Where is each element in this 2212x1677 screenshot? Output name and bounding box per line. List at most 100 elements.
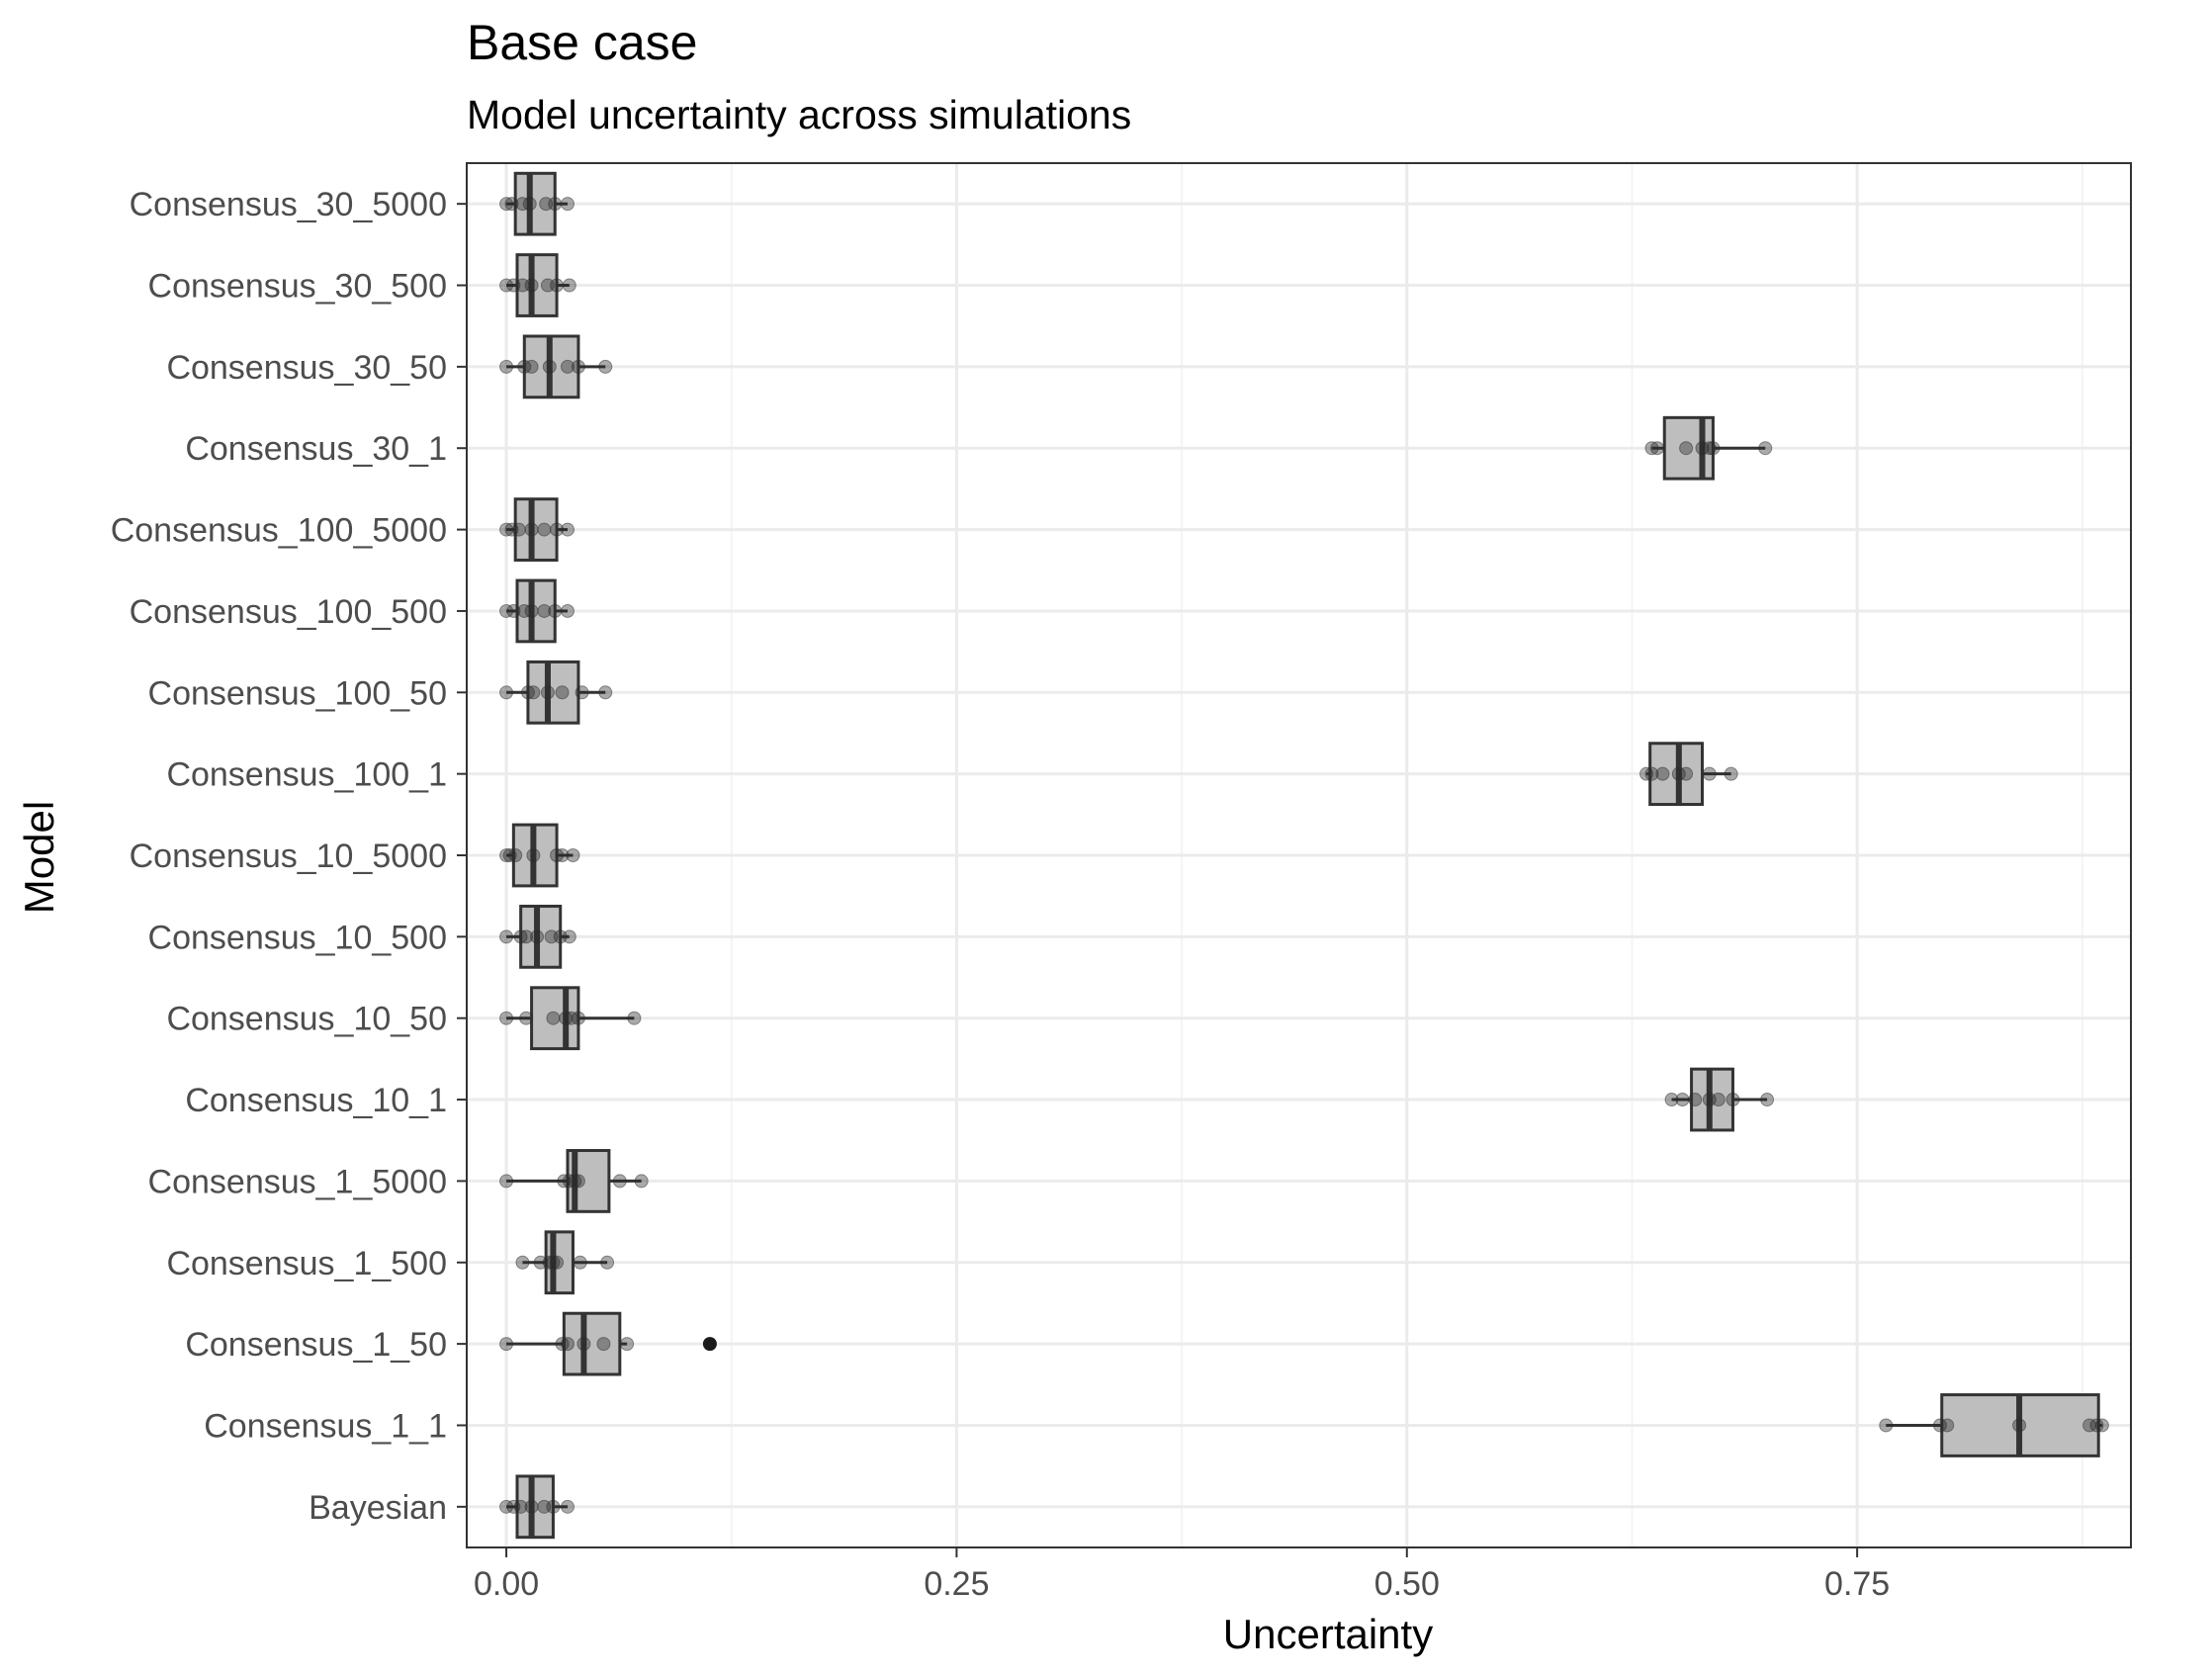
box-group xyxy=(499,986,642,1051)
data-point xyxy=(546,1499,561,1514)
data-point xyxy=(550,278,565,293)
data-point xyxy=(524,522,539,537)
box-group xyxy=(499,823,580,888)
data-point xyxy=(550,522,565,537)
data-point xyxy=(1702,766,1717,781)
box xyxy=(526,660,580,725)
data-point xyxy=(1695,441,1710,456)
data-point xyxy=(542,1255,557,1270)
y-tick-label: Consensus_30_50 xyxy=(166,349,447,387)
data-point xyxy=(522,197,537,212)
x-axis-title: Uncertainty xyxy=(1223,1611,1433,1657)
data-point xyxy=(561,1337,575,1352)
box-group xyxy=(515,1230,615,1295)
data-point xyxy=(596,1337,611,1352)
x-tick-label: 0.00 xyxy=(474,1565,539,1603)
data-point xyxy=(561,603,575,618)
y-tick-label: Consensus_100_50 xyxy=(148,674,447,712)
data-point xyxy=(519,1011,534,1025)
data-point xyxy=(1758,441,1773,456)
data-point xyxy=(499,278,514,293)
box-group xyxy=(499,497,575,562)
data-point xyxy=(517,359,532,374)
data-point xyxy=(561,522,575,537)
data-point xyxy=(561,1499,575,1514)
data-point xyxy=(571,359,585,374)
data-point xyxy=(506,1499,521,1514)
data-point xyxy=(571,1011,585,1025)
data-point xyxy=(1879,1418,1894,1433)
data-point xyxy=(515,1255,530,1270)
data-point xyxy=(542,359,557,374)
y-tick-label: Consensus_30_5000 xyxy=(130,186,447,223)
y-tick-label: Consensus_1_500 xyxy=(166,1245,447,1282)
data-point xyxy=(620,1337,635,1352)
data-point xyxy=(1932,1418,1947,1433)
data-point xyxy=(499,1174,514,1189)
box-group xyxy=(1664,1067,1775,1132)
data-point xyxy=(2012,1418,2027,1433)
y-tick-label: Consensus_10_5000 xyxy=(130,838,447,875)
y-tick-label: Consensus_10_1 xyxy=(185,1082,447,1119)
data-point xyxy=(1702,441,1717,456)
x-tick-label: 0.50 xyxy=(1374,1565,1440,1603)
y-tick-label: Consensus_100_500 xyxy=(130,593,447,631)
data-point xyxy=(571,1174,585,1189)
x-axis: 0.00 0.25 0.50 0.75 xyxy=(474,1547,1890,1603)
data-point xyxy=(561,197,575,212)
data-point xyxy=(598,359,613,374)
data-point xyxy=(524,278,539,293)
data-point xyxy=(537,522,552,537)
data-point xyxy=(537,603,552,618)
data-point xyxy=(530,929,545,944)
data-point xyxy=(1688,1093,1703,1107)
chart-title: Base case xyxy=(467,15,697,70)
data-point xyxy=(627,1011,642,1025)
data-point xyxy=(504,522,519,537)
box xyxy=(515,1474,555,1540)
data-point xyxy=(524,359,539,374)
data-point xyxy=(506,603,521,618)
data-point xyxy=(526,685,541,700)
data-point xyxy=(1655,766,1670,781)
box-group xyxy=(1879,1393,2109,1457)
data-point xyxy=(517,603,532,618)
box-group xyxy=(499,578,575,644)
data-point xyxy=(600,1255,615,1270)
data-point xyxy=(499,1011,514,1025)
data-point xyxy=(504,197,519,212)
data-point xyxy=(550,848,565,862)
chart-subtitle: Model uncertainty across simulations xyxy=(467,92,1131,137)
data-point xyxy=(2089,1418,2104,1433)
y-tick-label: Consensus_100_5000 xyxy=(111,512,447,550)
data-point xyxy=(1711,1093,1725,1107)
data-point xyxy=(508,848,523,862)
data-point xyxy=(513,929,528,944)
data-point xyxy=(564,1011,578,1025)
data-point xyxy=(1679,766,1694,781)
y-tick-label: Consensus_30_1 xyxy=(185,430,447,468)
data-point xyxy=(634,1174,649,1189)
data-point xyxy=(1675,1093,1690,1107)
x-tick-label: 0.75 xyxy=(1824,1565,1890,1603)
data-point xyxy=(573,1255,587,1270)
data-point xyxy=(1706,441,1721,456)
data-point xyxy=(513,1499,528,1514)
data-point xyxy=(568,1174,582,1189)
y-tick-label: Consensus_1_5000 xyxy=(148,1163,447,1200)
data-point xyxy=(1760,1093,1775,1107)
box-group xyxy=(1639,742,1738,807)
data-point xyxy=(1725,1093,1740,1107)
data-point xyxy=(561,359,575,374)
box-group xyxy=(499,1149,649,1213)
y-tick-label: Consensus_30_500 xyxy=(148,268,447,306)
data-point xyxy=(598,685,613,700)
data-point xyxy=(1940,1418,1955,1433)
data-point xyxy=(575,685,589,700)
data-point xyxy=(548,197,563,212)
data-point xyxy=(499,1337,514,1352)
y-axis-title: Model xyxy=(16,801,62,914)
outlier-point xyxy=(702,1337,717,1352)
y-tick-label: Consensus_100_1 xyxy=(166,756,447,794)
